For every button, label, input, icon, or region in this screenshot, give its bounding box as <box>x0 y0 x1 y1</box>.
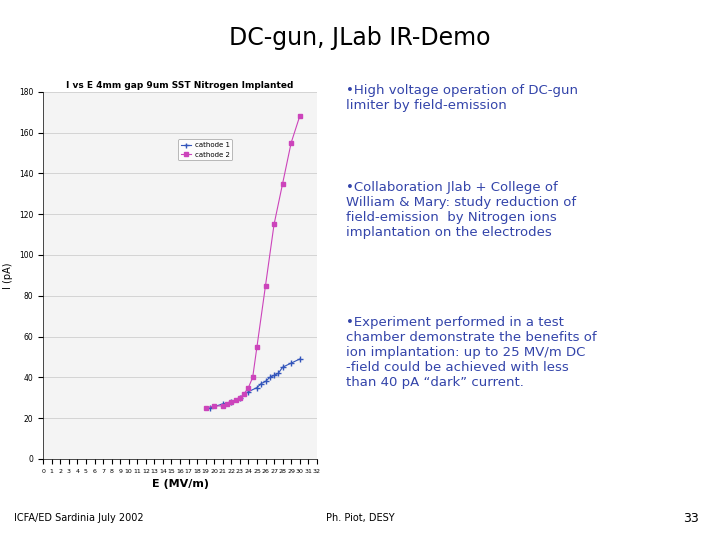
cathode 1 <box>257 380 266 387</box>
Text: ICFA/ED Sardinia July 2002: ICFA/ED Sardinia July 2002 <box>14 514 144 523</box>
cathode 2 <box>202 405 210 411</box>
cathode 1 <box>287 360 295 366</box>
cathode 2 <box>235 395 244 401</box>
Text: 33: 33 <box>683 512 698 525</box>
Line: cathode 1: cathode 1 <box>207 356 302 411</box>
Text: Ph. Piot, DESY: Ph. Piot, DESY <box>325 514 395 523</box>
Text: (C.K. Sinclair et al. PAC2001): (C.K. Sinclair et al. PAC2001) <box>413 456 628 470</box>
cathode 2 <box>295 113 304 119</box>
cathode 1 <box>295 356 304 362</box>
cathode 1 <box>274 370 283 376</box>
cathode 2 <box>253 343 261 350</box>
Title: I vs E 4mm gap 9um SST Nitrogen Implanted: I vs E 4mm gap 9um SST Nitrogen Implante… <box>66 80 294 90</box>
Line: cathode 2: cathode 2 <box>204 114 302 410</box>
X-axis label: E (MV/m): E (MV/m) <box>151 480 209 489</box>
cathode 2 <box>218 403 227 409</box>
Text: DC-gun, JLab IR-Demo: DC-gun, JLab IR-Demo <box>229 26 491 50</box>
Y-axis label: I (pA): I (pA) <box>4 262 14 289</box>
cathode 2 <box>210 403 219 409</box>
cathode 2 <box>287 139 295 146</box>
cathode 1 <box>279 364 287 370</box>
Text: •Experiment performed in a test
chamber demonstrate the benefits of
ion implanta: •Experiment performed in a test chamber … <box>346 316 596 389</box>
cathode 2 <box>240 390 248 397</box>
cathode 1 <box>206 405 215 411</box>
cathode 1 <box>270 372 279 379</box>
cathode 1 <box>266 374 274 381</box>
cathode 2 <box>222 401 231 407</box>
cathode 2 <box>227 399 235 405</box>
cathode 1 <box>244 388 253 395</box>
Legend: cathode 1, cathode 2: cathode 1, cathode 2 <box>178 139 233 160</box>
cathode 1 <box>218 401 227 407</box>
cathode 1 <box>253 384 261 391</box>
Text: •High voltage operation of DC-gun
limiter by field-emission: •High voltage operation of DC-gun limite… <box>346 84 577 112</box>
cathode 2 <box>244 384 253 391</box>
cathode 2 <box>231 396 240 403</box>
cathode 2 <box>279 180 287 187</box>
cathode 1 <box>235 395 244 401</box>
cathode 2 <box>248 374 257 381</box>
Text: •Collaboration Jlab + College of
William & Mary: study reduction of
field-emissi: •Collaboration Jlab + College of William… <box>346 181 576 239</box>
cathode 1 <box>261 378 270 384</box>
cathode 1 <box>227 399 235 405</box>
cathode 2 <box>261 282 270 289</box>
cathode 2 <box>270 221 279 228</box>
